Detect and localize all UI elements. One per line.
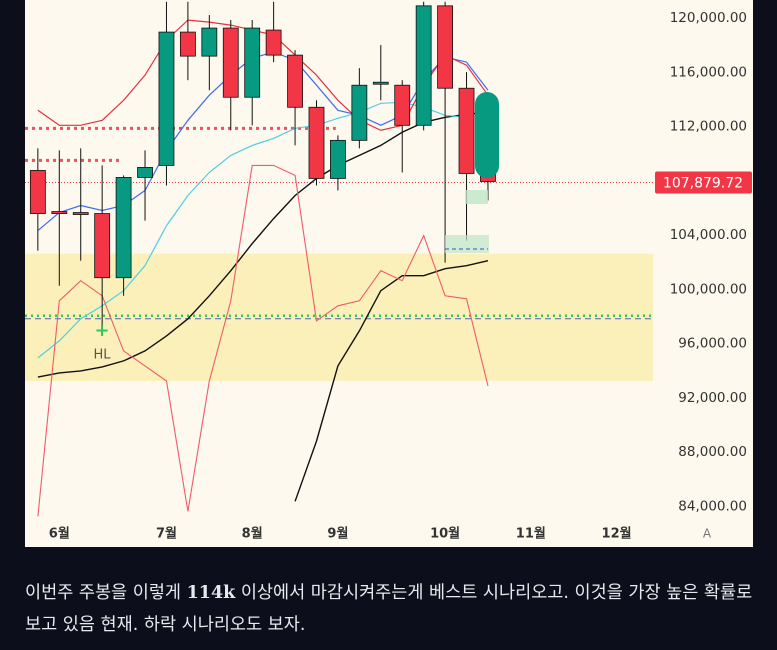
candle-body bbox=[222, 27, 239, 98]
caption: 이번주 주봉을 이렇게 114k 이상에서 마감시켜주는게 베스트 시나리오고.… bbox=[25, 577, 755, 641]
x-tick-label: 10월 bbox=[430, 526, 460, 542]
candle-body bbox=[51, 211, 68, 214]
x-tick-label: 9월 bbox=[327, 526, 348, 542]
candle-body bbox=[115, 177, 132, 279]
candle-body bbox=[244, 27, 261, 98]
y-tick-label: 112,000.00 bbox=[670, 119, 747, 135]
candle-body bbox=[287, 54, 303, 108]
corner-label: A bbox=[703, 527, 712, 541]
indicator-line bbox=[37, 111, 489, 378]
y-tick-label: 116,000.00 bbox=[670, 64, 747, 80]
indicator-line bbox=[294, 260, 489, 502]
plus-marker: + bbox=[94, 320, 109, 341]
candle-body bbox=[29, 170, 46, 214]
projection-box bbox=[465, 190, 488, 204]
y-tick-label: 100,000.00 bbox=[670, 281, 747, 297]
indicator-line bbox=[37, 51, 489, 232]
candle-body bbox=[265, 29, 282, 56]
x-tick-label: 12월 bbox=[602, 526, 632, 542]
candle-body bbox=[351, 84, 368, 141]
y-tick-label: 96,000.00 bbox=[678, 336, 747, 352]
x-tick-label: 7월 bbox=[156, 526, 177, 542]
candle-body bbox=[437, 5, 453, 89]
x-tick-label: 8월 bbox=[242, 526, 263, 542]
candle-body bbox=[415, 5, 432, 126]
candle-body bbox=[201, 27, 218, 57]
y-tick-label: 104,000.00 bbox=[670, 227, 747, 243]
candle-body bbox=[394, 84, 411, 126]
candle-body bbox=[330, 139, 346, 179]
y-tick-label: 120,000.00 bbox=[670, 10, 747, 26]
projection-candle bbox=[475, 92, 499, 178]
candle-body bbox=[137, 167, 153, 178]
chart: + HL A 84,000.00 88,000.00 92,000.00 96,000… bbox=[25, 0, 753, 547]
candle-body bbox=[372, 81, 389, 85]
caption-text: 이번주 주봉을 이렇게 bbox=[25, 583, 187, 603]
caption-text: 이상에서 마감시켜주는게 베스트 시나리오고. 이것을 가장 높은 확률로 보고… bbox=[25, 583, 753, 635]
last-price-label: 107,879.72 bbox=[663, 175, 743, 191]
indicator-line bbox=[37, 19, 489, 131]
caption-bold: 114k bbox=[186, 583, 236, 603]
indicator-line bbox=[37, 164, 489, 517]
y-tick-label: 84,000.00 bbox=[678, 498, 747, 514]
projection-box bbox=[445, 235, 489, 253]
candle-body bbox=[458, 87, 475, 174]
candle-body bbox=[179, 31, 196, 57]
x-tick-label: 11월 bbox=[516, 526, 546, 542]
y-tick-label: 88,000.00 bbox=[678, 444, 747, 460]
candle-body bbox=[94, 213, 111, 279]
x-tick-label: 6월 bbox=[49, 526, 70, 542]
candle-body bbox=[308, 106, 325, 179]
last-price-box bbox=[655, 171, 752, 194]
annotation: HL bbox=[93, 348, 111, 363]
y-tick-label: 92,000.00 bbox=[678, 390, 747, 406]
candle-body bbox=[72, 212, 89, 215]
candle-body bbox=[158, 31, 175, 166]
